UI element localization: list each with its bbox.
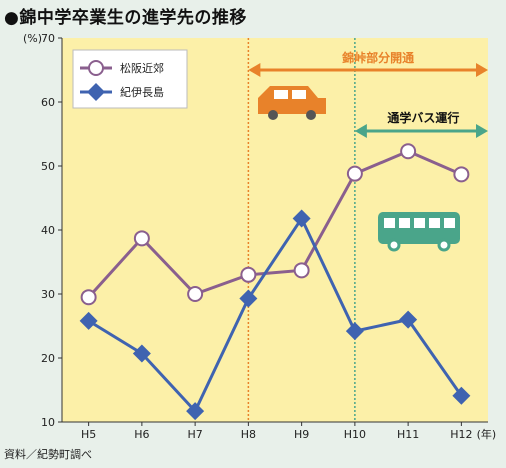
series-kii-line (87, 215, 463, 414)
y-tick-label: 20 (41, 352, 55, 365)
bus-wheel (387, 238, 401, 252)
x-tick-label: H11 (397, 428, 419, 441)
bus-window (444, 218, 455, 228)
bus-window (399, 218, 410, 228)
x-tick-label: H12 (450, 428, 472, 441)
source-note: 資料／紀勢町調べ (4, 448, 92, 461)
kii-point (79, 311, 98, 330)
series-matsusaka-line (87, 149, 462, 299)
kii-point (292, 209, 311, 228)
road-arrow-left-head (248, 63, 261, 77)
chart-title: ●錦中学卒業生の進学先の推移 (4, 8, 247, 28)
car-window (274, 90, 288, 99)
kii-point (239, 289, 258, 308)
kii-point (452, 386, 471, 405)
x-tick-label: H8 (241, 428, 256, 441)
matsusaka-point (80, 289, 97, 306)
bus-window (414, 218, 425, 228)
x-tick-label: H9 (294, 428, 309, 441)
bus-arrow-right-head (476, 124, 488, 138)
y-unit-label: (%) (23, 32, 42, 45)
bus-window (429, 218, 440, 228)
matsusaka-point (293, 262, 310, 279)
matsusaka-point (400, 143, 417, 160)
kii-point (345, 322, 364, 341)
y-tick-label: 30 (41, 288, 55, 301)
matsusaka-point (346, 165, 363, 182)
kii-point (132, 344, 151, 363)
x-tick-label: H10 (344, 428, 366, 441)
matsusaka-point (240, 266, 257, 283)
bus-annotation-label: 通学バス運行 (387, 110, 459, 125)
legend-kii-label: 紀伊長島 (120, 85, 164, 99)
legend-matsusaka-label: 松阪近郊 (120, 61, 164, 75)
legend-matsusaka-marker (88, 60, 104, 76)
kii-point (399, 310, 418, 329)
x-unit-label: (年) (477, 427, 497, 441)
road-arrow-right-head (476, 63, 488, 77)
matsusaka-point (187, 286, 204, 302)
matsusaka-point (453, 166, 470, 183)
matsusaka-point (133, 230, 150, 247)
kii-point (186, 402, 205, 421)
y-tick-label: 40 (41, 224, 55, 237)
y-tick-label: 10 (41, 416, 55, 429)
legend-box (72, 49, 188, 109)
x-tick-label: H6 (134, 428, 149, 441)
legend-kii-marker (87, 83, 105, 101)
y-tick-label: 60 (41, 96, 55, 109)
road-annotation-label: 錦峠部分開通 (341, 50, 414, 65)
car-window (292, 90, 306, 99)
car-wheel (268, 110, 278, 120)
bus-window (384, 218, 395, 228)
car-wheel (306, 110, 316, 120)
x-tick-label: H5 (81, 428, 96, 441)
bus-wheel (437, 238, 451, 252)
x-tick-label: H7 (187, 428, 202, 441)
y-tick-label: 70 (41, 32, 55, 45)
bus-arrow-left-head (354, 124, 367, 138)
y-tick-label: 50 (41, 160, 55, 173)
